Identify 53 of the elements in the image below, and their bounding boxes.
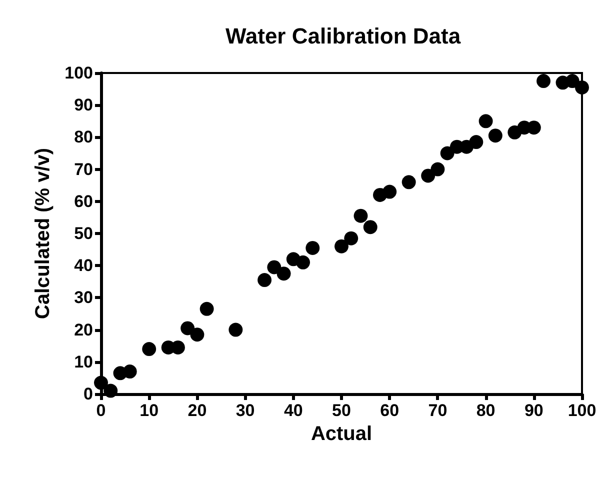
point [258,273,272,288]
x-tick-label: 20 [188,401,207,420]
x-tick-label: 90 [524,401,544,420]
y-tick-label: 40 [74,256,93,276]
point [402,175,416,190]
point [565,74,580,88]
point [180,321,195,336]
point [276,266,291,281]
point [104,384,118,398]
point [122,364,137,379]
x-tick-label: 80 [476,401,496,420]
y-tick-label: 100 [64,64,93,82]
y-tick-label: 20 [74,320,93,340]
point [536,74,551,88]
point [478,114,493,128]
point [190,328,204,342]
x-tick-label: 30 [236,401,255,420]
point [228,322,243,337]
x-tick-label: 100 [568,401,596,420]
point [382,184,397,199]
y-tick-label: 30 [74,288,93,308]
x-tick-label: 40 [284,401,303,420]
y-tick-label: 50 [74,224,93,243]
x-tick-label: 10 [140,401,159,420]
y-axis-title: Calculated (% v/v) [32,148,54,320]
point [421,168,436,183]
point [469,135,484,150]
y-tick-label: 60 [74,192,93,211]
point [267,260,282,274]
x-tick-label: 60 [380,401,400,420]
y-tick-label: 90 [74,96,93,115]
point [363,220,378,234]
point [440,146,454,160]
point [306,240,320,255]
point [354,208,368,223]
chart-title: Water Calibration Data [225,24,462,48]
x-axis-title: Actual [310,423,372,445]
point [200,302,214,316]
point [142,342,156,356]
point [344,231,358,246]
y-tick-label: 10 [74,352,93,372]
y-tick-label: 80 [74,128,93,147]
x-tick-label: 0 [96,401,106,420]
x-tick-label: 70 [428,401,448,420]
y-tick-label: 0 [84,384,93,404]
point [296,255,310,270]
x-tick-label: 50 [332,401,351,420]
point [488,128,502,143]
point [94,376,108,390]
point [334,239,348,254]
point [430,162,445,176]
y-tick-label: 70 [74,160,93,179]
point [575,80,589,94]
